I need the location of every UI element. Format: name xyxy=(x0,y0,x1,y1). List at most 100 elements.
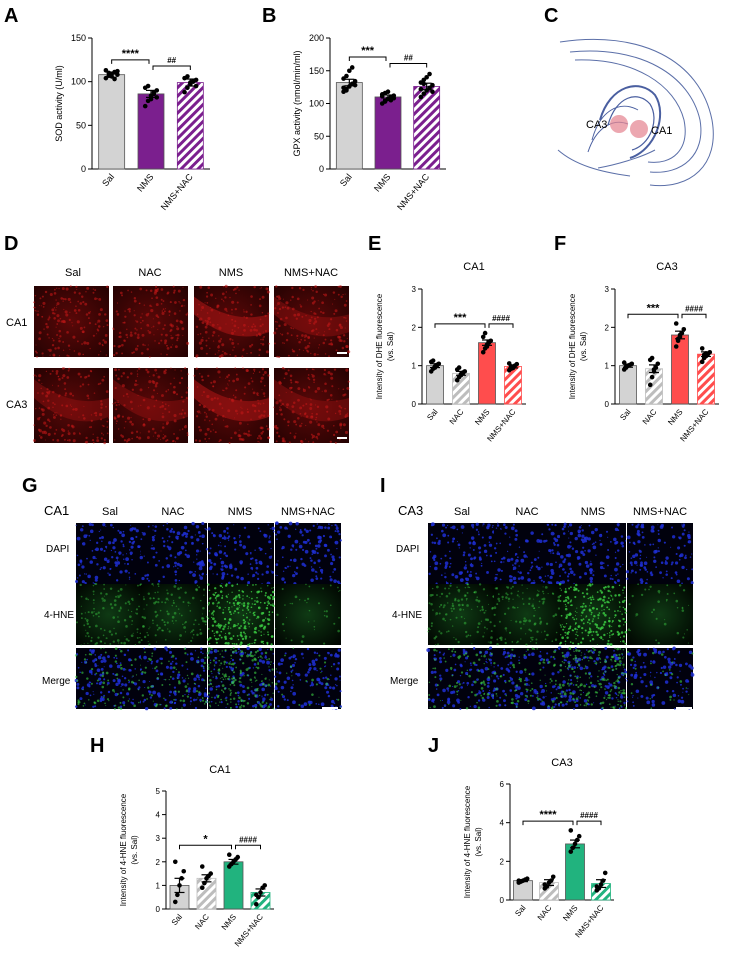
data-point xyxy=(550,874,556,880)
y-axis-label: Intensity of DHE fluorescence (vs. Sal) xyxy=(375,293,395,399)
significance-bracket xyxy=(488,323,514,328)
y-tick-label: 0 xyxy=(319,164,324,174)
y-tick-label: 0 xyxy=(500,896,505,905)
data-point xyxy=(154,95,160,100)
x-tick-label: NAC xyxy=(536,903,554,922)
hne-tile xyxy=(428,584,494,645)
bar-sal xyxy=(619,365,637,405)
data-point xyxy=(142,103,148,109)
ca1-region-marker xyxy=(630,120,648,138)
hne-ca3-micrograph-grid: CA3 Sal NAC NMS NMS+NAC DAPI 4-HNE Merge xyxy=(390,503,695,711)
chart-4hne-ca1: CA1 0 1 2 3 4 5 Intensity of 4-HNE fluorescence… xyxy=(119,764,274,948)
data-point xyxy=(673,344,679,349)
g-col-nms: NMS xyxy=(228,506,252,518)
chart-dhe-ca3: CA3 0 1 2 3 Intensity of DHE fluorescence (vs.… xyxy=(568,261,719,443)
bar-nms-nac xyxy=(413,86,441,170)
dhe-col-nms: NMS xyxy=(219,267,243,279)
y-tick-label: 3 xyxy=(605,285,610,294)
dhe-tile xyxy=(113,286,188,357)
x-tick-label: Sal xyxy=(100,172,116,188)
chart-4hne-ca3: CA3 0 2 4 6 Intensity of 4-HNE fluorescence (v… xyxy=(463,757,614,939)
x-tick-label: NMS xyxy=(372,172,393,194)
dhe-row-ca3: CA3 xyxy=(6,399,27,411)
x-tick-label: NMS xyxy=(666,408,684,427)
panel-letter-g: G xyxy=(22,475,38,497)
y-tick-label: 100 xyxy=(309,99,324,109)
i-col-nms: NMS xyxy=(581,506,605,518)
panel-letter-a: A xyxy=(4,5,18,27)
data-point xyxy=(480,349,486,355)
x-tick-label: NMS xyxy=(220,913,238,932)
y-tick-label: 50 xyxy=(314,131,324,141)
x-tick-label: NMS+NAC xyxy=(233,912,265,948)
i-col-nac: NAC xyxy=(515,506,538,518)
data-point xyxy=(568,849,574,854)
bar-sal xyxy=(98,74,126,170)
significance-label: **** xyxy=(539,809,557,821)
ca1-label: CA1 xyxy=(651,125,672,137)
data-point xyxy=(193,83,199,89)
significance-bracket xyxy=(576,820,602,826)
chart-title-f: CA3 xyxy=(656,261,677,273)
g-row-merge: Merge xyxy=(42,676,71,687)
bar-nac xyxy=(645,368,663,405)
significance-label: *** xyxy=(647,302,661,314)
y-tick-label: 2 xyxy=(500,857,505,866)
significance-bracket xyxy=(235,844,261,850)
data-point xyxy=(352,82,358,88)
ca3-region-marker xyxy=(610,115,628,133)
dapi-tile xyxy=(275,523,341,584)
g-row-dapi: DAPI xyxy=(46,544,69,555)
significance-label: #### xyxy=(685,304,703,313)
data-point xyxy=(576,833,582,839)
x-tick-label: Sal xyxy=(425,407,439,422)
dhe-row-ca1: CA1 xyxy=(6,317,27,329)
significance-bracket xyxy=(389,63,428,68)
hne-tile xyxy=(627,584,693,645)
data-point xyxy=(430,82,435,88)
data-point xyxy=(418,86,424,92)
chart-gpx-activity: 0 50 100 150 200 GPX activity (nmol/min/ml) Sa… xyxy=(292,33,446,212)
data-point xyxy=(514,361,520,367)
data-point xyxy=(385,89,391,95)
hne-ca1-micrograph-grid: CA1 Sal NAC NMS NMS+NAC DAPI 4-HNE Merge xyxy=(42,503,343,711)
significance-label: #### xyxy=(239,835,257,844)
data-point xyxy=(344,73,349,79)
chart-title-h: CA1 xyxy=(209,764,230,776)
data-point xyxy=(181,868,187,874)
ca3-label: CA3 xyxy=(586,119,607,131)
x-tick-label: Sal xyxy=(170,912,184,927)
data-point xyxy=(199,864,205,869)
data-point xyxy=(456,365,462,370)
y-tick-label: 150 xyxy=(71,33,86,43)
data-point xyxy=(602,870,608,876)
y-axis-label: Intensity of DHE fluorescence (vs. Sal) xyxy=(568,293,588,399)
bar-nms-nac xyxy=(504,366,522,405)
data-point xyxy=(421,91,427,96)
y-tick-label: 3 xyxy=(156,834,161,843)
data-point xyxy=(172,899,178,905)
hne-tile xyxy=(76,584,142,645)
data-point xyxy=(352,78,358,84)
i-row-4hne: 4-HNE xyxy=(392,610,422,621)
x-tick-label: Sal xyxy=(338,172,354,188)
data-point xyxy=(253,901,259,907)
data-point xyxy=(480,334,486,340)
y-tick-label: 4 xyxy=(156,811,161,820)
bar-sal xyxy=(335,82,363,170)
i-region-label: CA3 xyxy=(398,503,423,518)
dhe-micrograph-grid: Sal NAC NMS NMS+NAC CA1 CA3 xyxy=(6,267,351,445)
data-point xyxy=(151,91,157,97)
dhe-col-nac: NAC xyxy=(138,267,161,279)
significance-bracket xyxy=(111,59,150,64)
y-tick-label: 150 xyxy=(309,66,324,76)
dhe-tile xyxy=(34,368,109,443)
significance-label: *** xyxy=(361,45,375,57)
y-tick-label: 2 xyxy=(605,323,610,332)
g-row-4hne: 4-HNE xyxy=(44,610,74,621)
significance-bracket xyxy=(522,820,574,826)
y-tick-label: 4 xyxy=(500,819,505,828)
x-tick-label: NAC xyxy=(448,407,466,426)
dhe-tile xyxy=(34,286,109,357)
panel-letter-e: E xyxy=(368,233,381,255)
